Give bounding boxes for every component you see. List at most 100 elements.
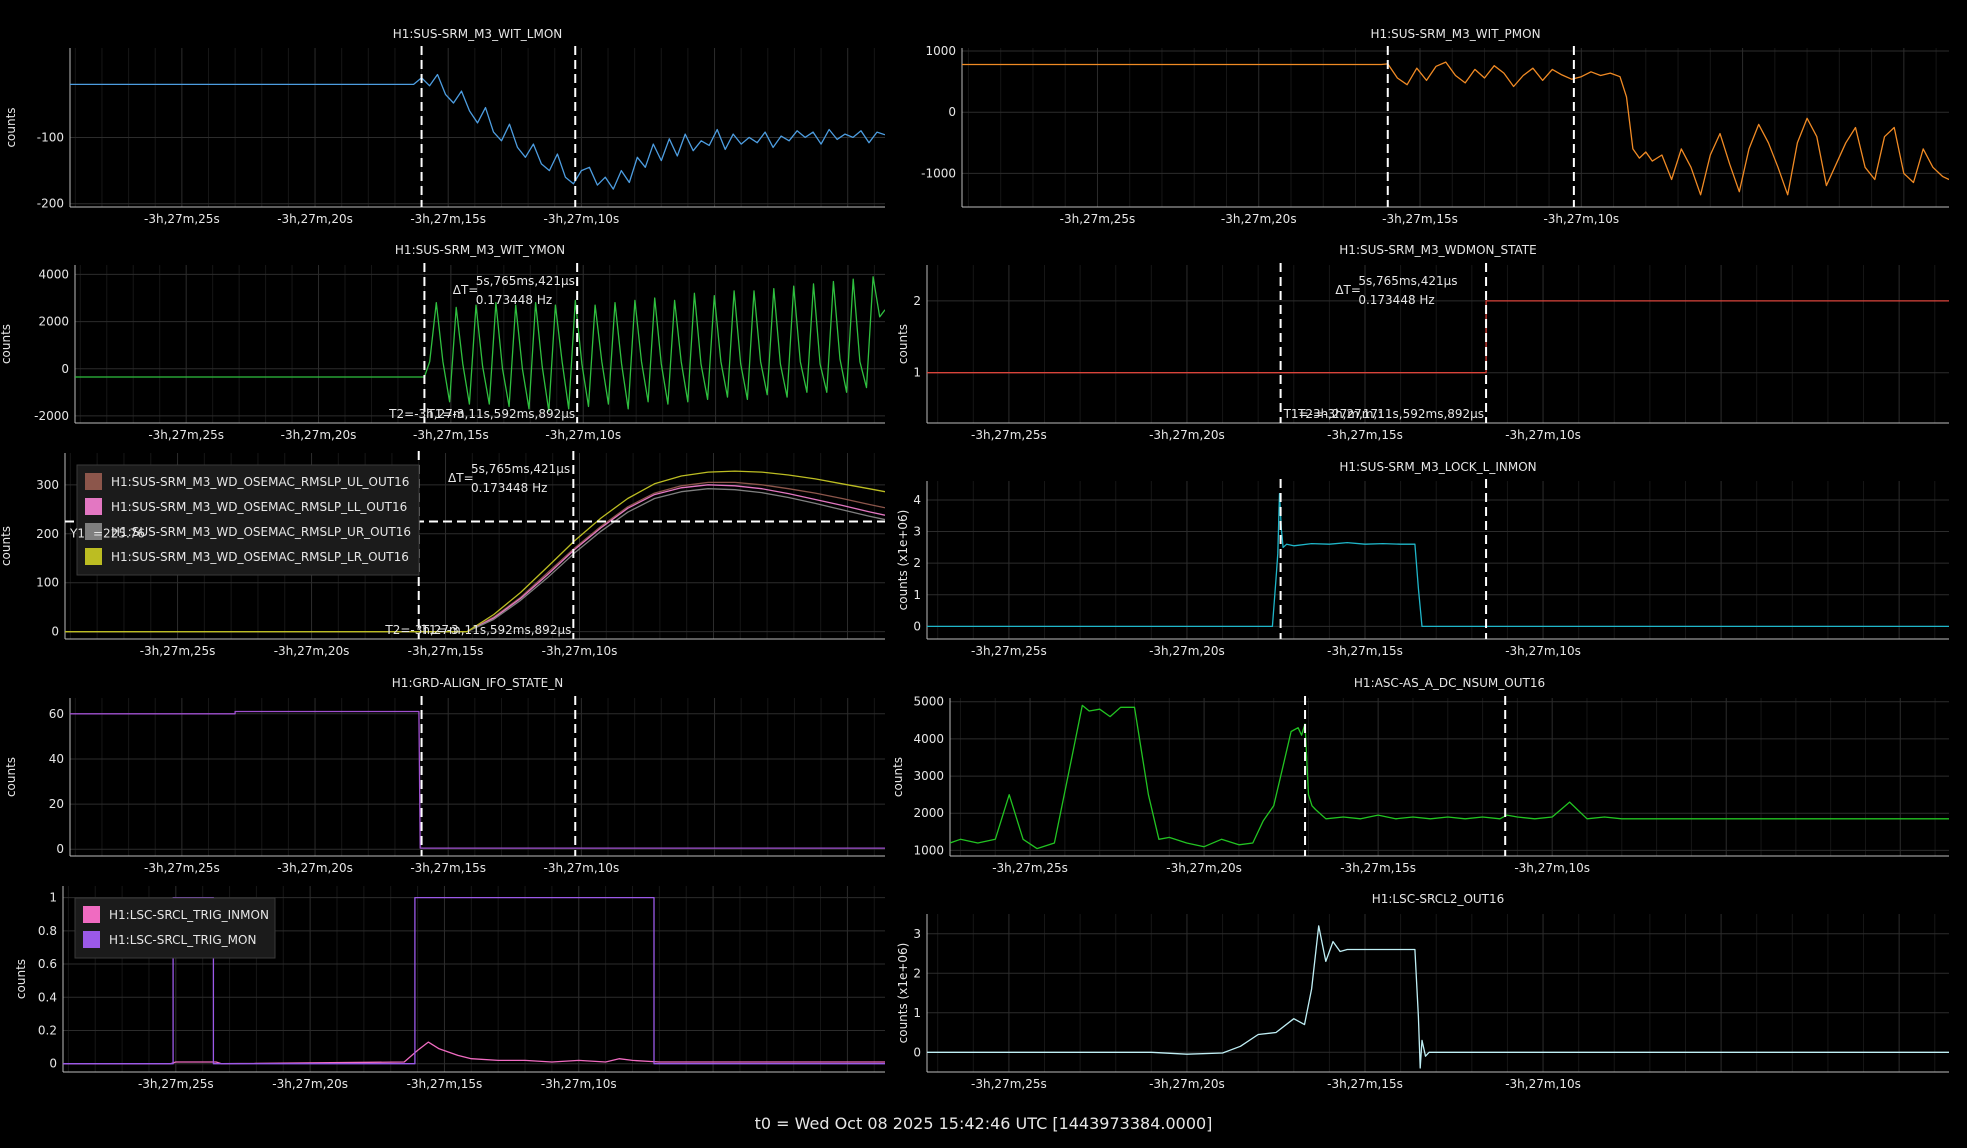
y-tick-label: 1 <box>913 366 921 380</box>
chart-title: H1:SUS-SRM_M3_WDMON_STATE <box>1339 243 1536 257</box>
y-tick-label: 60 <box>49 707 64 721</box>
y-tick-label: 3 <box>913 927 921 941</box>
legend-box <box>74 897 276 959</box>
legend-swatch[interactable] <box>83 931 100 948</box>
x-tick-label: -3h,27m,10s <box>1505 644 1581 658</box>
y-tick-label: 0.6 <box>38 957 57 971</box>
legend-entry[interactable]: H1:SUS-SRM_M3_WD_OSEMAC_RMSLP_LR_OUT16 <box>111 550 409 564</box>
delta-t-frequency: 0.173448 Hz <box>476 293 552 307</box>
y-tick-label: 300 <box>36 478 59 492</box>
x-tick-label: -3h,27m,25s <box>971 1077 1047 1091</box>
legend-swatch[interactable] <box>85 523 102 540</box>
legend-entry[interactable]: H1:LSC-SRCL_TRIG_MON <box>109 933 256 947</box>
series-line-0 <box>950 704 1949 850</box>
chart-title: H1:SUS-SRM_M3_WIT_LMON <box>393 27 563 41</box>
x-tick-label: -3h,27m,10s <box>545 428 621 442</box>
legend-entry[interactable]: H1:SUS-SRM_M3_WD_OSEMAC_RMSLP_UR_OUT16 <box>111 525 411 539</box>
chart-panel-trig: counts 1 0.8 0.6 0.4 0.2 0 -3h,27m,25s -3h,27m,2… <box>14 886 885 1091</box>
delta-t-value: 5s,765ms,421μs <box>1358 274 1457 288</box>
y-tick-label: -2000 <box>34 409 69 423</box>
legend-box <box>76 464 420 576</box>
y-axis-label: counts <box>0 324 13 364</box>
x-tick-label: -3h,27m,25s <box>1060 212 1136 226</box>
x-tick-label: -3h,27m,20s <box>1149 1077 1225 1091</box>
x-tick-label: -3h,27m,15s <box>1327 1077 1403 1091</box>
y-tick-label: 2000 <box>913 806 944 820</box>
legend-entry[interactable]: H1:LSC-SRCL_TRIG_INMON <box>109 908 269 922</box>
y-axis-label: counts (x1e+06) <box>896 943 910 1044</box>
x-tick-label: -3h,27m,15s <box>413 428 489 442</box>
delta-t-value: 5s,765ms,421μs <box>471 462 570 476</box>
y-tick-label: 20 <box>49 797 64 811</box>
y-tick-label: 4000 <box>38 267 69 281</box>
y-cursor-value: =225.76 <box>93 527 145 541</box>
legend-swatch[interactable] <box>85 498 102 515</box>
chart-panel-rmslp: counts 300 200 100 0 -3h,27m,25s -3h,27m,20s -3… <box>0 451 885 658</box>
cursor-t1-readout: T1=-3 <box>426 407 464 421</box>
x-tick-label: -3h,27m,20s <box>1221 212 1297 226</box>
delta-t-frequency: 0.173448 Hz <box>1358 293 1434 307</box>
series-line-0 <box>70 73 885 190</box>
cursor-t2-readout: T2=-3h,27m,11s,592ms,892μs <box>1297 407 1484 421</box>
y-tick-label: -200 <box>37 197 64 211</box>
chart-title: H1:SUS-SRM_M3_WIT_YMON <box>395 243 565 257</box>
x-tick-label: -3h,27m,15s <box>1340 861 1416 875</box>
x-tick-label: -3h,27m,10s <box>544 861 620 875</box>
x-tick-label: -3h,27m,20s <box>1149 644 1225 658</box>
y-axis-label: counts <box>0 526 13 566</box>
series-line-0 <box>65 481 885 633</box>
legend-entry[interactable]: H1:SUS-SRM_M3_WD_OSEMAC_RMSLP_LL_OUT16 <box>111 500 407 514</box>
x-tick-label: -3h,27m,10s <box>542 644 618 658</box>
legend-swatch[interactable] <box>83 906 100 923</box>
x-tick-label: -3h,27m,10s <box>1514 861 1590 875</box>
x-tick-label: -3h,27m,25s <box>144 861 220 875</box>
legend-swatch[interactable] <box>85 473 102 490</box>
delta-t-value: 5s,765ms,421μs <box>476 274 575 288</box>
y-tick-label: 2 <box>913 966 921 980</box>
x-tick-label: -3h,27m,25s <box>140 644 216 658</box>
y-tick-label: 1000 <box>913 843 944 857</box>
legend-entry[interactable]: H1:SUS-SRM_M3_WD_OSEMAC_RMSLP_UL_OUT16 <box>111 475 409 489</box>
series-line-1 <box>63 896 885 1065</box>
x-tick-label: -3h,27m,25s <box>148 428 224 442</box>
delta-t-label: ΔT= <box>448 471 474 485</box>
y-tick-label: 0.2 <box>38 1023 57 1037</box>
chart-title: H1:SUS-SRM_M3_LOCK_L_INMON <box>1339 460 1536 474</box>
y-tick-label: 0 <box>913 619 921 633</box>
x-tick-label: -3h,27m,25s <box>971 644 1047 658</box>
y-tick-label: 0 <box>51 625 59 639</box>
y-tick-label: 2000 <box>38 315 69 329</box>
x-tick-label: -3h,27m,20s <box>1149 428 1225 442</box>
delta-t-label: ΔT= <box>1335 283 1361 297</box>
y-tick-label: 0 <box>56 842 64 856</box>
series-line-2 <box>65 488 885 633</box>
delta-t-label: ΔT= <box>453 283 479 297</box>
x-tick-label: -3h,27m,20s <box>272 1077 348 1091</box>
y-tick-label: 4000 <box>913 732 944 746</box>
y-tick-label: 0.8 <box>38 924 57 938</box>
x-tick-label: -3h,27m,20s <box>277 861 353 875</box>
y-axis-label: counts <box>891 757 905 797</box>
y-tick-label: 0 <box>61 362 69 376</box>
y-tick-label: 1 <box>913 588 921 602</box>
y-tick-label: 0 <box>49 1057 57 1071</box>
y-tick-label: 40 <box>49 752 64 766</box>
x-tick-label: -3h,27m,15s <box>1327 644 1403 658</box>
series-line-0 <box>927 925 1949 1069</box>
chart-title: H1:ASC-AS_A_DC_NSUM_OUT16 <box>1354 676 1545 690</box>
x-tick-label: -3h,27m,15s <box>407 1077 483 1091</box>
y-axis-label: counts <box>4 757 18 797</box>
x-tick-label: -3h,27m,20s <box>1166 861 1242 875</box>
series-line-0 <box>75 276 885 412</box>
x-tick-label: -3h,27m,15s <box>410 212 486 226</box>
legend-swatch[interactable] <box>85 548 102 565</box>
x-tick-label: -3h,27m,10s <box>544 212 620 226</box>
